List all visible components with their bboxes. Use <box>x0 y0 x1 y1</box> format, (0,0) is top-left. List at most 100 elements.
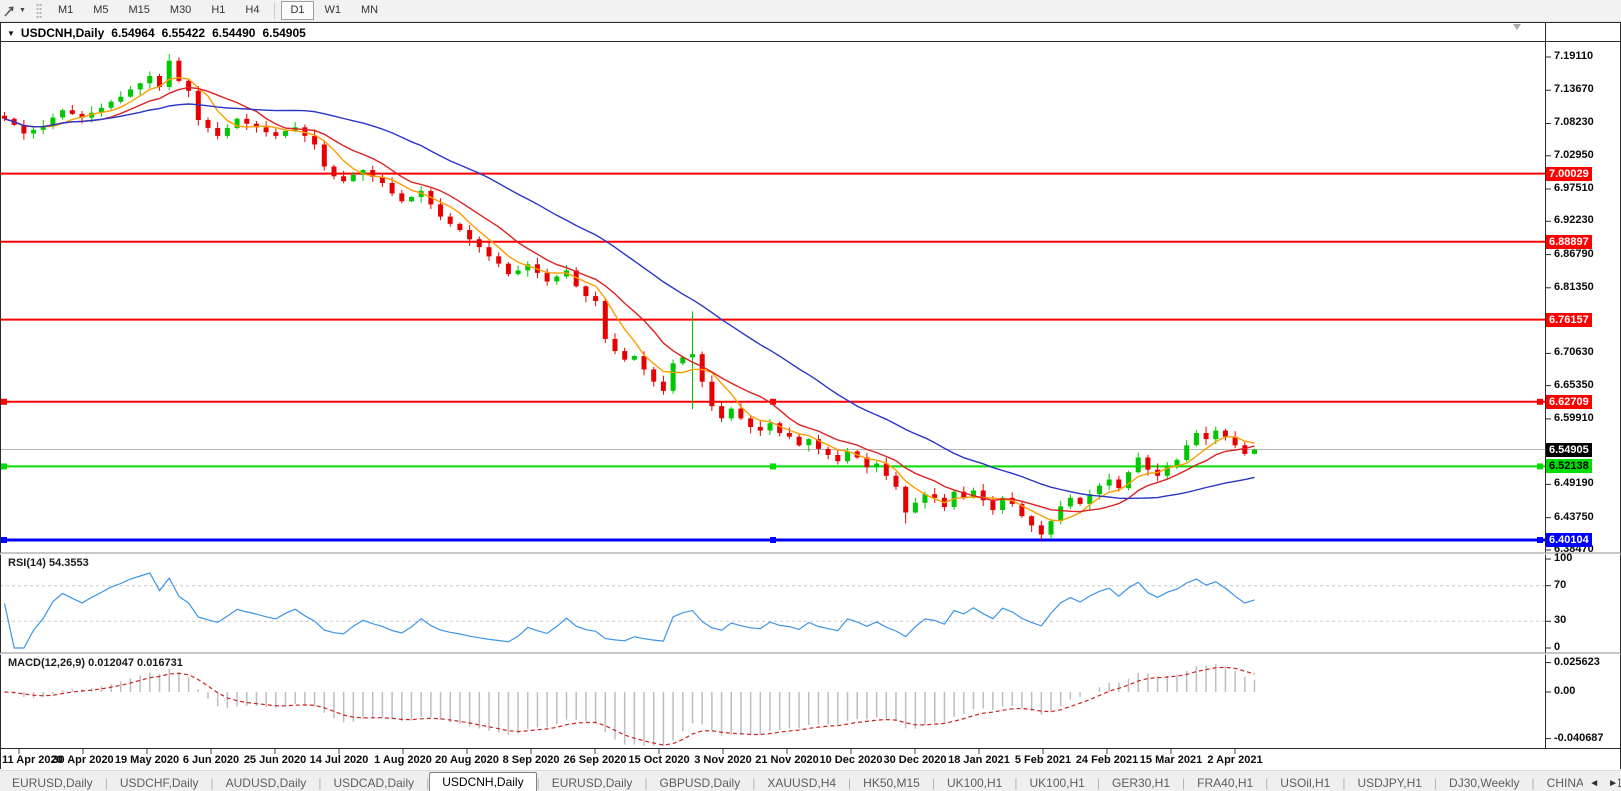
date-axis-label: 20 Aug 2020 <box>435 754 499 766</box>
date-axis-label: 30 Apr 2020 <box>52 754 114 766</box>
line-handle[interactable] <box>1 536 7 543</box>
current-price-tag: 6.54905 <box>1546 443 1592 457</box>
timeframe-button-MN[interactable]: MN <box>361 4 379 16</box>
price-axis-label: 6.97510 <box>1554 182 1594 194</box>
tab-separator: | <box>1433 776 1438 790</box>
chart-tabs: EURUSD,Daily | USDCHF,Daily | AUDUSD,Daily | U… <box>0 772 1621 791</box>
chart-canvas[interactable] <box>0 22 1621 769</box>
tab-scroll-controls: ◄ ► <box>1583 778 1618 789</box>
toolbar-grip-handle[interactable] <box>35 3 42 18</box>
line-handle[interactable] <box>770 463 776 470</box>
price-axis-label: 6.81350 <box>1554 281 1594 293</box>
line-handle[interactable] <box>1537 536 1543 543</box>
tab-separator: | <box>1096 776 1100 790</box>
date-axis-label: 5 Feb 2021 <box>1014 754 1072 766</box>
date-axis-label: 8 Sep 2020 <box>502 754 560 766</box>
cursor-arrow-icon <box>4 5 14 16</box>
chart-tab-HK50,M15[interactable]: HK50,M15 <box>863 776 920 790</box>
macd-axis-label: 0.025623 <box>1554 656 1600 668</box>
line-handle[interactable] <box>770 398 776 405</box>
line-handle[interactable] <box>1537 463 1543 470</box>
date-axis-label: 11 Apr 2020 <box>2 754 63 766</box>
chart-tab-DJ30,Weekly[interactable]: DJ30,Weekly <box>1449 776 1520 790</box>
price-axis-label: 6.43750 <box>1554 511 1594 523</box>
chart-tab-GBPUSD,Daily[interactable]: GBPUSD,Daily <box>659 776 741 790</box>
price-axis-label: 6.92230 <box>1554 214 1594 226</box>
price-axis-label: 7.02950 <box>1554 149 1594 161</box>
macd-axis-label: -0.040687 <box>1554 732 1604 744</box>
tab-scroll-left-button[interactable]: ◄ <box>1589 778 1600 789</box>
timeframe-button-H4[interactable]: H4 <box>245 4 260 16</box>
toolbar-separator <box>274 2 276 19</box>
price-axis-label: 7.19110 <box>1554 50 1594 62</box>
chart-tab-EURUSD,Daily[interactable]: EURUSD,Daily <box>12 776 93 790</box>
line-handle[interactable] <box>1537 398 1543 405</box>
tab-separator: | <box>104 776 108 790</box>
chart-tab-UK100,H1[interactable]: UK100,H1 <box>1029 776 1085 790</box>
timeframe-button-M15[interactable]: M15 <box>128 4 150 16</box>
chart-tab-USDCHF,Daily[interactable]: USDCHF,Daily <box>119 776 199 790</box>
chart-tab-FRA40,H1[interactable]: FRA40,H1 <box>1197 776 1254 790</box>
date-axis-label: 19 May 2020 <box>114 754 180 766</box>
date-axis-label: 26 Sep 2020 <box>563 754 627 766</box>
cursor-tool-button[interactable]: ▼ <box>1 2 28 20</box>
timeframe-button-M1[interactable]: M1 <box>57 4 74 16</box>
date-axis-label: 15 Mar 2021 <box>1139 754 1203 766</box>
chart-title-bar: ▼ USDCNH,Daily 6.54964 6.55422 6.54490 6… <box>7 26 306 40</box>
date-axis-label: 18 Jan 2021 <box>948 754 1010 766</box>
line-handle[interactable] <box>770 536 776 543</box>
price-tag-6.62709: 6.62709 <box>1546 395 1592 409</box>
quote-close: 6.54905 <box>262 26 306 40</box>
chevron-down-icon[interactable]: ▼ <box>19 7 26 14</box>
line-handle[interactable] <box>1 463 7 470</box>
macd-axis-label: 0.00 <box>1554 685 1576 697</box>
tab-separator: | <box>536 776 540 790</box>
date-axis-label: 25 Jun 2020 <box>243 754 307 766</box>
price-axis-label: 6.49190 <box>1554 477 1594 489</box>
macd-signal-line <box>4 666 1255 746</box>
chart-tab-USDJPY,H1[interactable]: USDJPY,H1 <box>1357 776 1422 790</box>
chart-tab-USDCAD,Daily[interactable]: USDCAD,Daily <box>333 776 415 790</box>
timeframe-button-group: M1 M5 M15 M30 H1 H4 D1 W1 MN <box>48 0 388 21</box>
timeframe-button-H1[interactable]: H1 <box>211 4 226 16</box>
quote-low: 6.54490 <box>212 26 256 40</box>
timeframe-button-D1[interactable]: D1 <box>281 1 314 20</box>
chart-tab-GER30,H1[interactable]: GER30,H1 <box>1111 776 1171 790</box>
timeframe-button-W1[interactable]: W1 <box>324 4 342 16</box>
price-axis-label: 6.70630 <box>1554 346 1594 358</box>
date-axis-label: 15 Oct 2020 <box>628 754 690 766</box>
tab-separator: | <box>931 776 935 790</box>
line-handle[interactable] <box>1 398 7 405</box>
chart-tab-USDCNH,Daily[interactable]: USDCNH,Daily <box>429 772 537 791</box>
price-tag-6.76157: 6.76157 <box>1546 313 1592 327</box>
rsi-axis-label: 30 <box>1554 614 1567 626</box>
price-tag-6.88897: 6.88897 <box>1546 235 1592 249</box>
tab-separator: | <box>426 776 430 790</box>
date-axis-label: 30 Dec 2020 <box>883 754 947 766</box>
price-axis-label: 6.59910 <box>1554 412 1594 424</box>
date-axis-label: 3 Nov 2020 <box>694 754 752 766</box>
tab-separator: | <box>318 776 322 790</box>
tab-separator: | <box>1182 776 1186 790</box>
tab-scroll-right-button[interactable]: ► <box>1608 778 1618 789</box>
timeframe-button-M30[interactable]: M30 <box>169 4 192 16</box>
chart-menu-icon[interactable]: ▼ <box>7 28 15 38</box>
macd-indicator-label: MACD(12,26,9) 0.012047 0.016731 <box>8 657 183 669</box>
tab-separator: | <box>1014 776 1018 790</box>
date-tick-marks <box>18 749 1236 754</box>
chart-tab-XAUUSD,H4[interactable]: XAUUSD,H4 <box>767 776 837 790</box>
timeframe-button-M5[interactable]: M5 <box>93 4 109 16</box>
rsi-line <box>3 572 1255 649</box>
date-axis-label: 6 Jun 2020 <box>182 754 240 766</box>
tab-separator: | <box>1531 776 1535 790</box>
chart-frame <box>0 22 1621 769</box>
date-axis-label: 21 Nov 2020 <box>755 754 819 766</box>
ma-fast-line <box>4 76 1255 522</box>
chart-tab-UK100,H1[interactable]: UK100,H1 <box>946 776 1003 790</box>
chart-tab-EURUSD,Daily[interactable]: EURUSD,Daily <box>551 776 633 790</box>
ma-mid-line <box>4 86 1255 513</box>
chart-tab-USOil,H1[interactable]: USOil,H1 <box>1280 776 1331 790</box>
chart-shift-marker <box>1513 24 1521 30</box>
chart-tab-AUDUSD,Daily[interactable]: AUDUSD,Daily <box>225 776 307 790</box>
